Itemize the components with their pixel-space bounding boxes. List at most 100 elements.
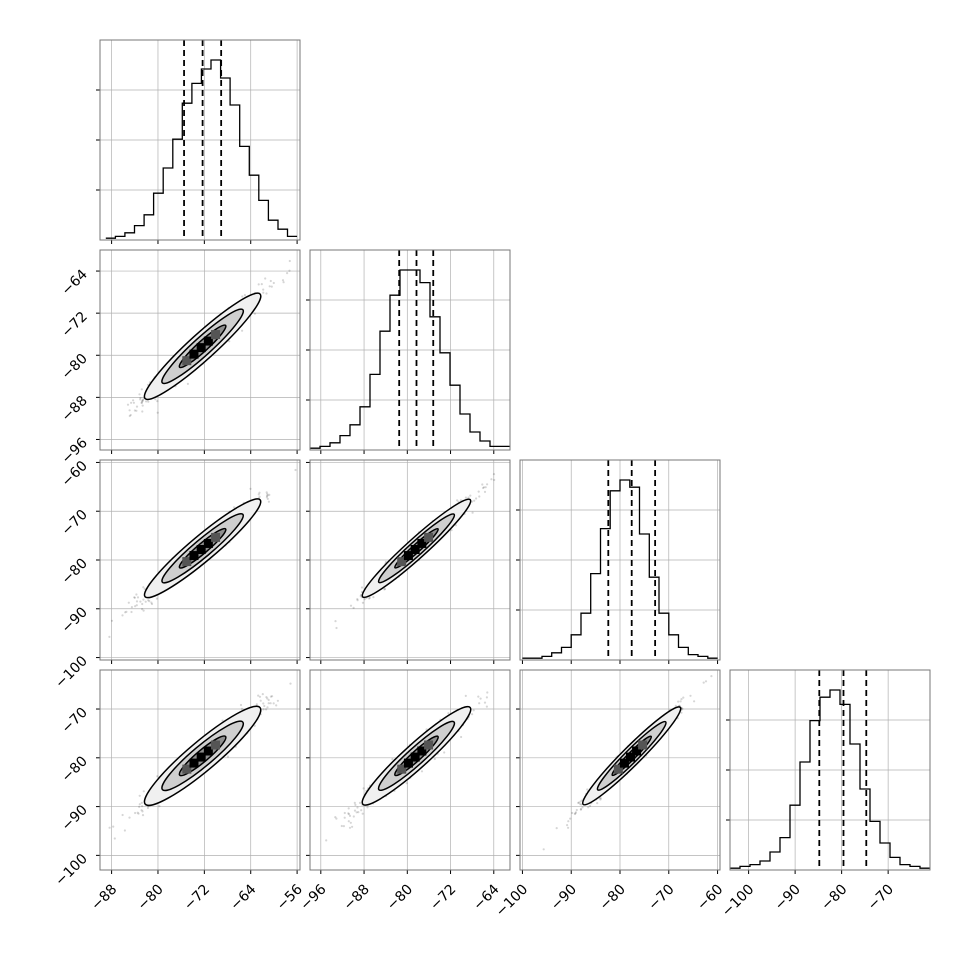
axes-frame [99, 249, 301, 451]
sample-point [156, 400, 159, 403]
sample-point [682, 696, 685, 699]
axes-frame [99, 39, 301, 241]
x-tick-label: −88 [88, 882, 120, 914]
sample-point [156, 411, 159, 414]
sample-point [233, 506, 236, 509]
sample-point [137, 812, 140, 815]
density-block [211, 532, 221, 542]
axes-frame [519, 669, 721, 871]
axes-frame [99, 459, 301, 661]
sample-point [702, 681, 705, 684]
sample-point [275, 704, 278, 707]
axes-frame [519, 459, 721, 661]
sample-point [260, 283, 263, 286]
sample-point [147, 599, 150, 602]
sample-point [255, 703, 258, 706]
sample-point [267, 500, 270, 503]
density-block [182, 764, 192, 774]
sample-point [261, 693, 264, 696]
sample-point [456, 499, 459, 502]
sample-point [140, 401, 143, 405]
sample-point [141, 399, 144, 402]
x-tick-label: −90 [548, 882, 580, 914]
sample-point [141, 404, 144, 407]
sample-point [492, 473, 496, 476]
sample-point [358, 801, 362, 805]
sample-point [579, 803, 582, 806]
sample-point [129, 413, 132, 417]
sample-point [257, 694, 260, 697]
sample-point [689, 694, 692, 697]
x-tick-label: −96 [297, 881, 329, 913]
sample-point [391, 758, 394, 761]
sample-point [142, 586, 145, 589]
sample-point [334, 620, 337, 623]
sample-point [282, 281, 285, 284]
sample-point [567, 820, 570, 823]
sample-point [139, 398, 142, 401]
sample-point [485, 696, 488, 699]
sample-point [272, 281, 275, 285]
sample-point [141, 400, 144, 403]
sample-point [355, 811, 358, 814]
sample-point [286, 272, 289, 275]
sample-point [335, 626, 338, 630]
scatter-inner [542, 675, 713, 851]
scatter-panel [96, 249, 301, 454]
sample-point [281, 279, 285, 282]
sample-point [143, 587, 146, 591]
sample-point [599, 798, 602, 801]
sample-point [263, 704, 266, 708]
axes-frame [309, 669, 511, 871]
sample-point [383, 588, 386, 591]
scatter-panel [96, 459, 301, 664]
sample-point [368, 597, 371, 600]
sample-point [599, 797, 603, 800]
sample-point [134, 811, 137, 815]
sample-point [249, 487, 252, 490]
histogram-panel [516, 459, 721, 664]
y-tick-label: −70 [59, 507, 91, 539]
sample-point [130, 401, 133, 404]
sample-point [262, 291, 265, 294]
scatter-inner [108, 468, 297, 639]
density-block [410, 752, 420, 762]
sample-point [144, 600, 147, 603]
sample-point [493, 478, 496, 482]
density-block [211, 330, 221, 340]
sample-point [579, 807, 583, 811]
x-tick-label: −64 [227, 881, 259, 913]
sample-point [361, 812, 364, 815]
sample-point [108, 635, 111, 639]
sample-point [483, 701, 487, 704]
sample-point [155, 597, 158, 600]
density-block [424, 532, 434, 542]
sample-point [372, 596, 375, 599]
sample-point [347, 812, 350, 815]
sample-point [269, 702, 272, 705]
sample-point [269, 279, 272, 283]
sample-point [266, 492, 269, 495]
histogram-step-line [310, 269, 510, 449]
sample-point [150, 602, 154, 606]
x-tick-label: −70 [645, 882, 677, 914]
sample-point [141, 810, 144, 813]
sample-point [141, 814, 145, 817]
sample-point [581, 806, 584, 809]
x-tick-label: −72 [181, 882, 213, 914]
sample-point [587, 806, 590, 809]
sample-point [266, 697, 269, 700]
histogram-step-line [730, 689, 930, 869]
sample-point [266, 494, 269, 497]
histogram-panel [306, 249, 511, 454]
sample-point [579, 808, 583, 811]
sample-point [265, 491, 268, 494]
sample-point [447, 712, 450, 715]
density-block [410, 545, 420, 555]
scatter-inner [334, 473, 496, 630]
sample-point [257, 283, 260, 286]
sample-point [142, 790, 145, 793]
density-block [196, 343, 206, 353]
sample-point [567, 826, 570, 829]
sample-point [485, 705, 488, 708]
